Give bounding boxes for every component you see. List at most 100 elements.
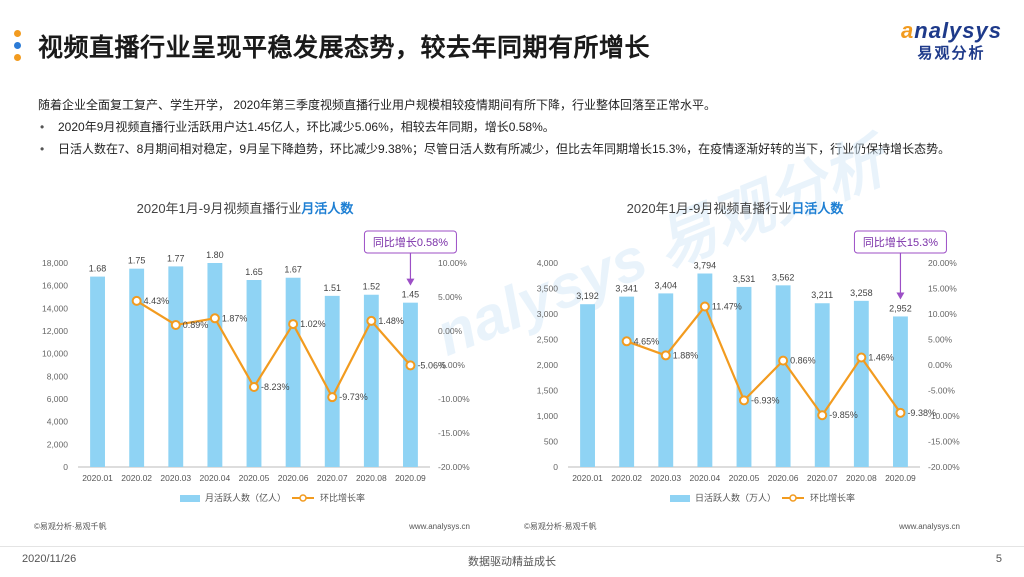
growth-rate-point — [288, 319, 299, 330]
growth-rate-point — [660, 350, 671, 361]
x-tick-label: 2020.09 — [885, 473, 916, 483]
bar-value-label: 1.51 — [323, 283, 341, 293]
growth-rate-line — [626, 304, 902, 418]
left-axis-tick: 2,500 — [537, 335, 559, 345]
x-tick-label: 2020.05 — [239, 473, 270, 483]
growth-rate-point — [366, 315, 377, 326]
logo-wordmark: analysys — [901, 18, 1002, 43]
left-axis-tick: 14,000 — [42, 303, 68, 313]
left-axis-tick: 3,500 — [537, 284, 559, 294]
x-tick-label: 2020.01 — [82, 473, 113, 483]
left-axis-tick: 2,000 — [47, 439, 69, 449]
x-tick-label: 2020.02 — [611, 473, 642, 483]
bar — [775, 285, 791, 467]
right-axis-tick: -5.00% — [438, 360, 465, 370]
growth-rate-label: -9.73% — [339, 392, 368, 402]
growth-rate-point — [817, 410, 828, 421]
left-axis-tick: 4,000 — [537, 258, 559, 268]
bar-value-label: 3,531 — [733, 274, 756, 284]
blue-dot — [14, 42, 21, 49]
growth-rate-label: -8.23% — [261, 382, 290, 392]
bar-value-label: 1.52 — [363, 282, 381, 292]
legend-line-label: 环比增长率 — [320, 492, 365, 503]
growth-rate-label: 1.87% — [222, 313, 248, 323]
bar-value-label: 3,562 — [772, 272, 795, 282]
bar-value-label: 3,258 — [850, 288, 873, 298]
growth-rate-label: -9.38% — [907, 408, 936, 418]
bar — [168, 266, 184, 467]
growth-rate-point — [856, 352, 867, 363]
right-axis-tick: -10.00% — [438, 394, 470, 404]
growth-rate-label: 0.89% — [183, 320, 209, 330]
orange-dot — [14, 54, 21, 61]
left-axis-tick: 12,000 — [42, 326, 68, 336]
growth-rate-point — [895, 407, 906, 418]
left-axis-tick: 1,000 — [537, 411, 559, 421]
growth-rate-point — [209, 313, 220, 324]
bar — [853, 300, 869, 467]
legend-line-marker — [789, 494, 797, 502]
growth-rate-point — [621, 336, 632, 347]
x-tick-label: 2020.09 — [395, 473, 426, 483]
bar — [403, 302, 418, 467]
dau-chart: 2020年1月-9月视频直播行业日活人数 0 500 1,000 1,500 2,000 2… — [524, 201, 960, 531]
right-axis-tick: 20.00% — [928, 258, 957, 268]
legend-bar-label: 月活跃人数（亿人） — [205, 492, 286, 503]
site-url: www.analysys.cn — [408, 522, 470, 531]
x-tick-label: 2020.08 — [846, 473, 877, 483]
intro-paragraph: 随着企业全面复工复产、学生开学， 2020年第三季度视频直播行业用户规模相较疫情… — [38, 98, 717, 112]
page-number: 5 — [995, 553, 1002, 565]
bar-value-label: 3,341 — [615, 284, 638, 294]
legend-bar-swatch — [180, 495, 200, 502]
bar — [246, 280, 262, 467]
x-tick-label: 2020.02 — [121, 473, 152, 483]
bar — [580, 304, 595, 467]
callout-arrow-head — [896, 292, 905, 300]
right-axis-tick: 0.00% — [928, 360, 953, 370]
growth-rate-point — [170, 319, 181, 330]
growth-rate-point — [778, 355, 789, 366]
source-note: ©易观分析·易观千帆 — [524, 521, 597, 531]
dau-chart-panel: 2020年1月-9月视频直播行业日活人数 0 500 1,000 1,500 2,000 2… — [520, 195, 990, 535]
right-axis-tick: 10.00% — [928, 309, 957, 319]
bullet-item: • 日活人数在7、8月期间相对稳定，9月呈下降趋势，环比减少9.38%；尽管日活人… — [40, 142, 951, 156]
bar-value-label: 3,404 — [655, 280, 678, 290]
callout-arrow-head — [406, 278, 415, 286]
right-axis-tick: -5.00% — [928, 386, 955, 396]
left-axis-tick: 0 — [553, 462, 558, 472]
logo-chinese: 易观分析 — [917, 45, 986, 62]
source-note: ©易观分析·易观千帆 — [34, 521, 107, 531]
x-tick-label: 2020.05 — [729, 473, 760, 483]
legend-line-marker — [299, 494, 307, 502]
growth-rate-label: 11.47% — [712, 302, 742, 312]
bar-value-label: 1.45 — [402, 290, 420, 300]
right-axis-tick: -10.00% — [928, 411, 960, 421]
right-axis-tick: 0.00% — [438, 326, 463, 336]
bar — [207, 263, 223, 467]
page-title: 视频直播行业呈现平稳发展态势，较去年同期有所增长 — [38, 34, 651, 62]
bar-value-label: 3,211 — [811, 290, 833, 300]
bar-value-label: 3,192 — [576, 291, 599, 301]
bar-value-label: 1.77 — [167, 253, 185, 263]
bar-value-label: 1.67 — [284, 265, 302, 275]
bar — [893, 316, 908, 467]
growth-rate-label: 1.88% — [673, 350, 699, 360]
chart-title: 2020年1月-9月视频直播行业月活人数 — [137, 201, 355, 216]
bar-value-label: 1.80 — [206, 250, 224, 260]
left-axis-tick: 10,000 — [42, 349, 68, 359]
x-tick-label: 2020.07 — [807, 473, 838, 483]
orange-dot — [14, 30, 21, 37]
x-tick-label: 2020.08 — [356, 473, 387, 483]
left-axis-tick: 2,000 — [537, 360, 559, 370]
x-tick-label: 2020.06 — [768, 473, 799, 483]
bar — [814, 303, 830, 467]
x-tick-label: 2020.04 — [200, 473, 231, 483]
right-axis-tick: 5.00% — [928, 335, 953, 345]
legend-bar-label: 日活跃人数（万人） — [695, 492, 776, 503]
growth-rate-label: 0.86% — [790, 356, 816, 366]
page-footer: 2020/11/26 数据驱动精益成长 5 — [0, 546, 1024, 577]
title-bullet-dots — [14, 30, 22, 66]
right-axis-tick: 15.00% — [928, 284, 957, 294]
bar — [658, 293, 674, 467]
analysys-logo: analysys 易观分析 — [901, 18, 1002, 63]
